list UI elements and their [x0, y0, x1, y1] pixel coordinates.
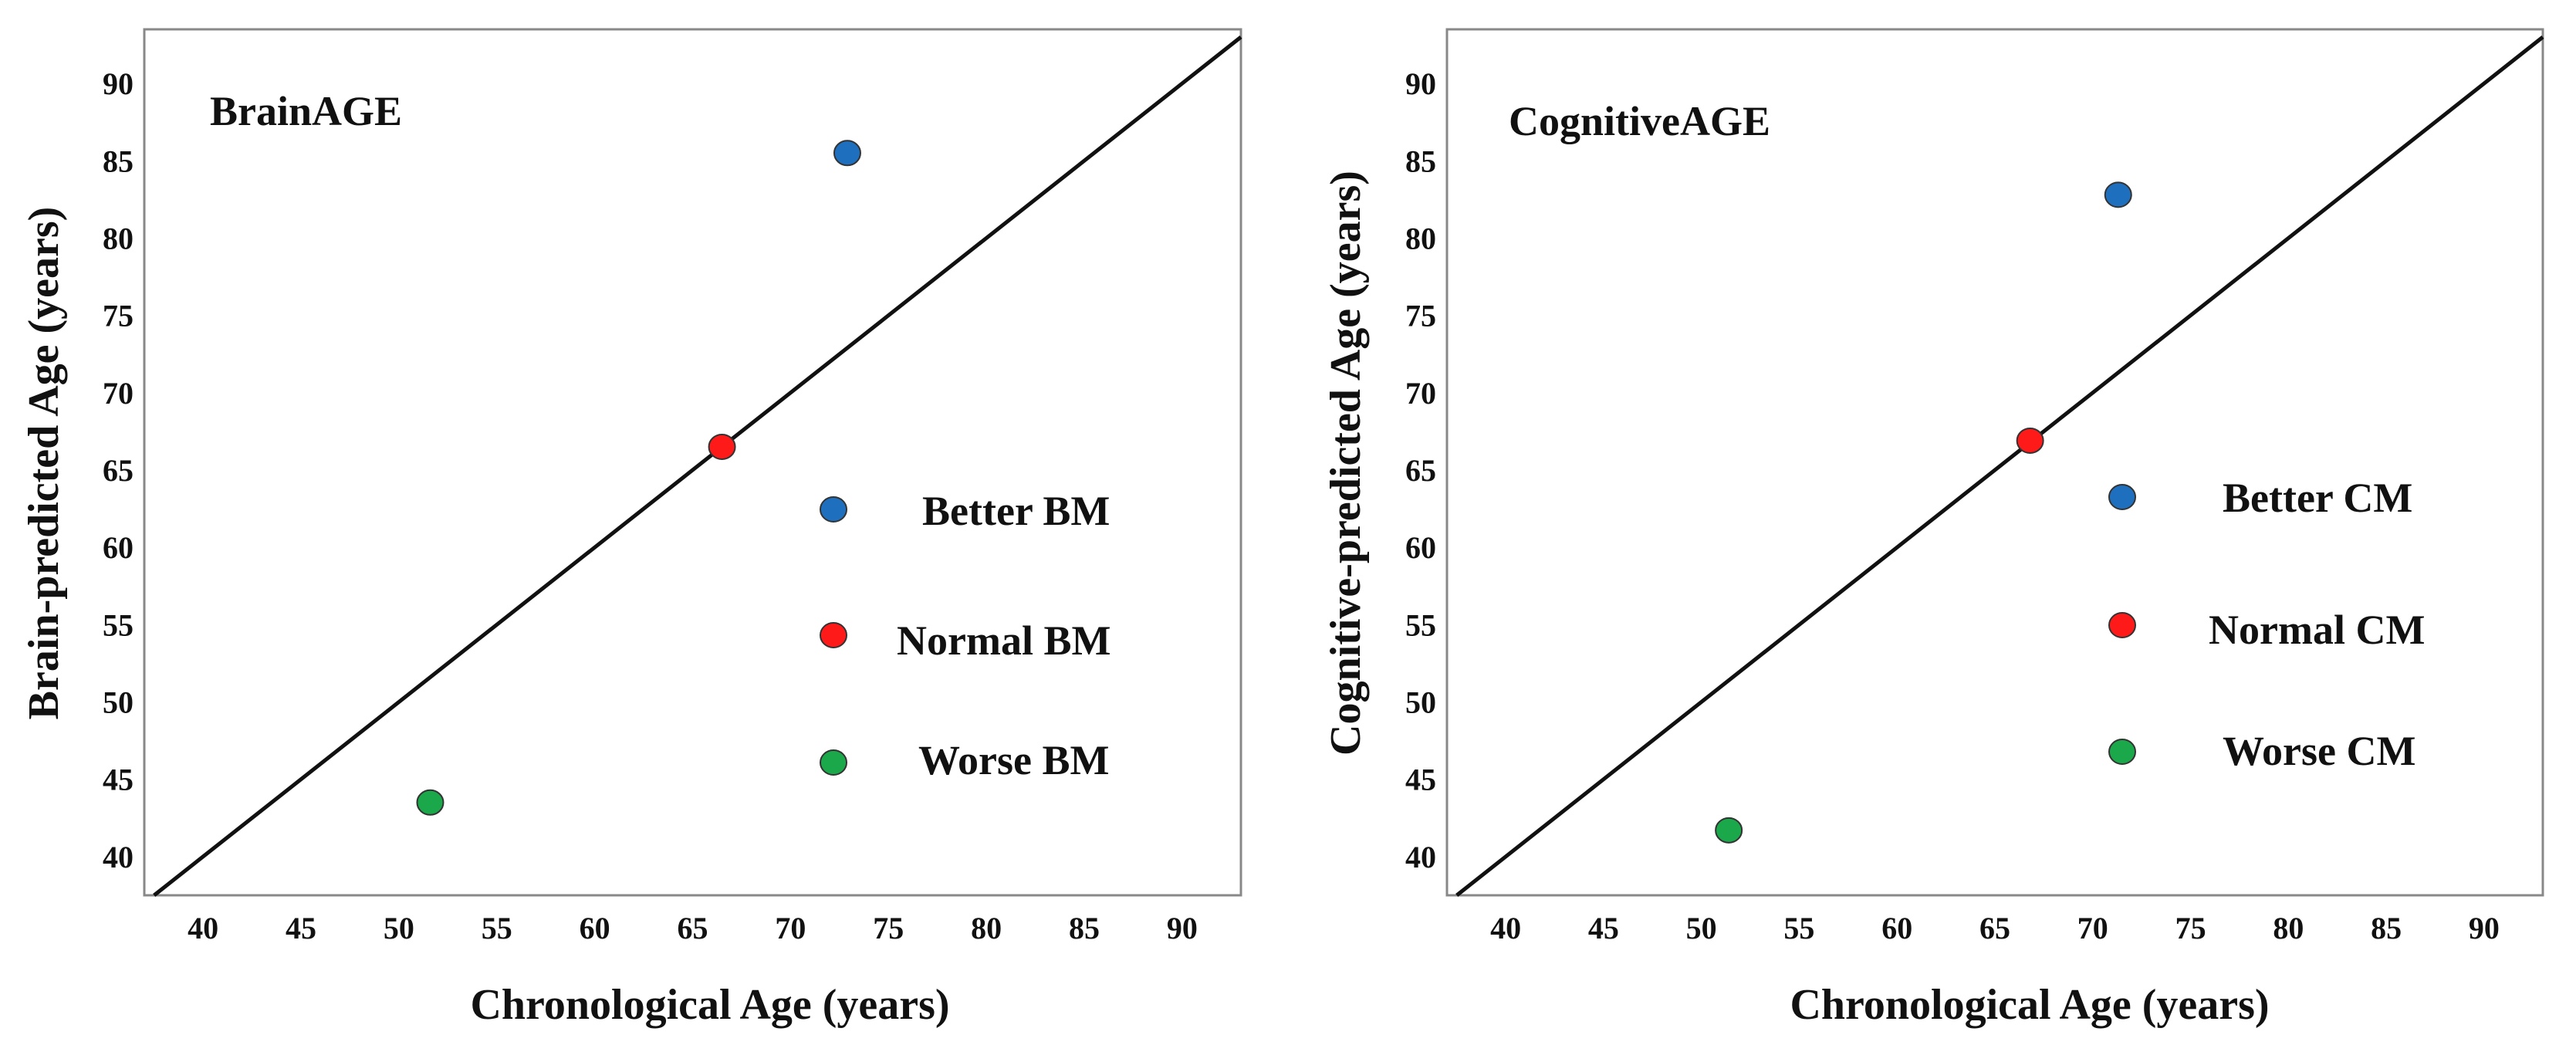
y-tick-label: 45 — [103, 763, 134, 797]
legend: Better CM Normal CM Worse CM — [2108, 475, 2425, 774]
identity-line — [1455, 36, 2544, 897]
x-tick-label: 90 — [2469, 911, 2500, 945]
data-point-normal — [708, 433, 736, 460]
y-tick-label: 75 — [1405, 299, 1436, 333]
x-tick-label: 60 — [1881, 911, 1912, 945]
legend-label-worse: Worse CM — [2223, 728, 2415, 774]
y-tick-label: 90 — [103, 66, 134, 101]
y-tick-labels: 40 45 50 55 60 65 70 75 80 85 90 — [103, 66, 134, 874]
x-tick-label: 40 — [188, 911, 218, 945]
x-tick-label: 50 — [1686, 911, 1717, 945]
x-tick-label: 70 — [2077, 911, 2108, 945]
y-tick-label: 55 — [1405, 607, 1436, 642]
x-tick-label: 45 — [1588, 911, 1619, 945]
data-point-normal — [2016, 427, 2044, 454]
x-tick-label: 65 — [678, 911, 708, 945]
x-axis-title: Chronological Age (years) — [470, 981, 949, 1029]
panel-title: BrainAGE — [210, 88, 402, 134]
legend-label-better: Better CM — [2223, 475, 2412, 521]
x-tick-label: 45 — [286, 911, 316, 945]
y-tick-label: 85 — [103, 144, 134, 178]
legend-marker-normal — [2108, 612, 2136, 638]
y-tick-label: 75 — [103, 299, 134, 333]
y-tick-label: 65 — [1405, 453, 1436, 488]
legend-label-better: Better BM — [922, 488, 1110, 534]
y-tick-label: 60 — [103, 530, 134, 565]
x-tick-label: 80 — [971, 911, 1002, 945]
data-point-worse — [1715, 817, 1743, 844]
x-tick-label: 80 — [2273, 911, 2304, 945]
data-point-better — [2104, 181, 2132, 208]
panel-title: CognitiveAGE — [1509, 98, 1770, 144]
x-tick-label: 40 — [1490, 911, 1521, 945]
y-tick-label: 40 — [103, 840, 134, 874]
legend-marker-better — [820, 496, 847, 523]
legend-marker-worse — [2108, 739, 2136, 765]
y-tick-label: 70 — [103, 376, 134, 411]
x-tick-label: 90 — [1167, 911, 1198, 945]
legend-label-normal: Normal BM — [897, 617, 1111, 664]
legend-marker-normal — [820, 622, 847, 648]
data-point-better — [833, 140, 861, 167]
data-point-worse — [416, 789, 445, 816]
y-tick-label: 85 — [1405, 144, 1436, 178]
x-tick-label: 70 — [775, 911, 806, 945]
legend-label-normal: Normal CM — [2209, 607, 2425, 653]
y-tick-label: 70 — [1405, 376, 1436, 411]
x-tick-label: 85 — [1069, 911, 1100, 945]
y-tick-label: 40 — [1405, 840, 1436, 874]
x-tick-label: 65 — [1979, 911, 2010, 945]
legend-label-worse: Worse BM — [918, 737, 1109, 783]
x-tick-label: 55 — [482, 911, 512, 945]
x-tick-label: 60 — [580, 911, 610, 945]
y-tick-label: 90 — [1405, 66, 1436, 101]
x-tick-labels: 40 45 50 55 60 65 70 75 80 85 90 — [1490, 911, 2500, 945]
legend: Better BM Normal BM Worse BM — [820, 488, 1111, 783]
plot-frame — [143, 28, 1242, 897]
data-points — [1715, 181, 2132, 844]
x-tick-label: 50 — [384, 911, 414, 945]
y-tick-label: 55 — [103, 607, 134, 642]
y-tick-label: 50 — [1405, 685, 1436, 720]
x-axis-title: Chronological Age (years) — [1790, 981, 2269, 1029]
y-tick-label: 60 — [1405, 530, 1436, 565]
y-axis-title: Brain-predicted Age (years) — [20, 207, 68, 720]
x-tick-label: 85 — [2371, 911, 2402, 945]
x-tick-label: 55 — [1783, 911, 1814, 945]
data-points — [416, 140, 861, 816]
y-tick-labels: 40 45 50 55 60 65 70 75 80 85 90 — [1405, 66, 1436, 874]
plot-frame — [1445, 28, 2544, 897]
y-tick-label: 80 — [1405, 221, 1436, 255]
y-tick-label: 65 — [103, 453, 134, 488]
x-tick-label: 75 — [873, 911, 904, 945]
y-axis-title: Cognitive-predicted Age (years) — [1322, 171, 1370, 756]
cognitiveage-panel: 40 45 50 55 60 65 70 75 80 85 90 40 45 50 55 60 65 70 75 8… — [1322, 28, 2544, 1029]
brainage-panel: 40 45 50 55 60 65 70 75 80 85 90 40 45 50 55 60 65 70 75 8… — [20, 28, 1242, 1029]
y-tick-label: 80 — [103, 221, 134, 255]
legend-marker-worse — [820, 749, 847, 776]
identity-line — [153, 36, 1242, 897]
y-tick-label: 50 — [103, 685, 134, 720]
y-tick-label: 45 — [1405, 763, 1436, 797]
x-tick-labels: 40 45 50 55 60 65 70 75 80 85 90 — [188, 911, 1198, 945]
legend-marker-better — [2108, 484, 2136, 510]
x-tick-label: 75 — [2175, 911, 2206, 945]
